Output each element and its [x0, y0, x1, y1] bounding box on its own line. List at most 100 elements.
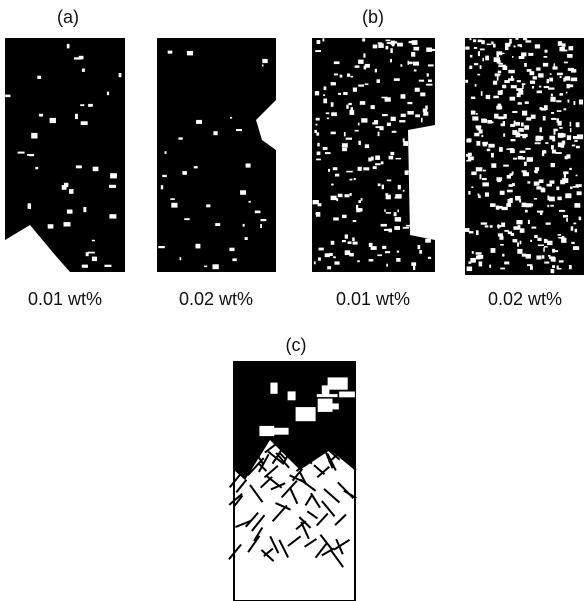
texture: [423, 193, 425, 196]
texture: [411, 40, 418, 45]
texture: [425, 105, 428, 110]
texture: [248, 200, 251, 203]
texture: [517, 102, 522, 105]
texture: [314, 542, 328, 559]
texture: [563, 215, 568, 218]
texture: [529, 71, 535, 76]
texture: [368, 157, 372, 162]
texture: [575, 184, 582, 188]
texture: [400, 94, 406, 99]
texture: [402, 226, 409, 229]
texture: [576, 145, 580, 149]
texture: [345, 137, 352, 140]
texture: [540, 210, 543, 215]
texture: [563, 171, 569, 175]
texture: [315, 117, 320, 121]
texture: [477, 39, 482, 43]
texture: [562, 238, 566, 242]
texture: [426, 73, 429, 77]
texture: [522, 172, 529, 177]
texture: [543, 86, 550, 89]
texture: [52, 255, 56, 261]
texture: [510, 139, 516, 142]
texture: [402, 189, 405, 192]
texture: [503, 133, 506, 137]
micrographs: [5, 38, 584, 601]
texture: [474, 132, 480, 137]
texture: [283, 441, 295, 451]
texture: [571, 144, 576, 147]
texture: [304, 538, 317, 548]
texture: [236, 129, 242, 132]
texture: [557, 234, 562, 236]
texture: [546, 183, 552, 187]
texture: [519, 150, 526, 153]
texture: [532, 86, 535, 89]
texture: [386, 179, 392, 182]
texture: [573, 101, 576, 105]
texture: [468, 261, 472, 264]
texture: [17, 151, 25, 154]
texture: [321, 500, 336, 518]
texture: [402, 138, 405, 142]
texture: [348, 102, 352, 106]
texture: [524, 125, 530, 130]
texture: [482, 144, 487, 147]
texture: [88, 103, 93, 107]
texture: [530, 114, 536, 119]
texture: [520, 134, 523, 136]
texture: [524, 62, 527, 67]
texture: [524, 161, 527, 166]
texture: [323, 403, 339, 410]
texture: [322, 147, 328, 150]
texture: [498, 62, 503, 65]
texture: [193, 166, 198, 169]
texture: [555, 152, 562, 154]
texture: [521, 202, 527, 208]
texture: [204, 265, 208, 268]
texture: [109, 214, 117, 219]
texture: [300, 521, 310, 540]
texture: [539, 127, 542, 133]
texture: [527, 219, 530, 224]
texture: [536, 255, 542, 260]
texture: [29, 154, 35, 157]
texture: [553, 63, 556, 69]
texture: [486, 43, 491, 46]
texture: [465, 153, 469, 157]
texture: [260, 549, 275, 562]
texture: [526, 157, 533, 162]
texture: [358, 59, 364, 64]
texture: [521, 83, 526, 85]
texture: [368, 259, 374, 262]
texture: [534, 170, 536, 173]
texture: [414, 225, 416, 229]
texture: [375, 155, 381, 160]
texture: [564, 76, 571, 81]
group-label: (a): [57, 7, 79, 27]
texture: [480, 222, 488, 225]
texture: [324, 450, 334, 469]
texture: [538, 73, 544, 78]
texture: [569, 128, 572, 133]
texture: [492, 80, 498, 85]
texture: [544, 246, 548, 248]
texture: [545, 142, 549, 144]
texture: [413, 138, 419, 144]
texture: [527, 264, 533, 267]
texture: [465, 79, 469, 83]
texture: [80, 104, 85, 107]
texture: [517, 155, 523, 160]
texture: [354, 129, 359, 132]
texture: [388, 228, 392, 233]
texture: [287, 391, 296, 401]
texture: [479, 65, 482, 69]
texture: [481, 118, 486, 123]
texture: [263, 547, 274, 557]
texture: [337, 481, 355, 499]
texture: [280, 480, 298, 499]
texture: [239, 452, 254, 461]
texture: [380, 161, 384, 165]
texture: [496, 205, 503, 209]
texture: [550, 204, 554, 207]
